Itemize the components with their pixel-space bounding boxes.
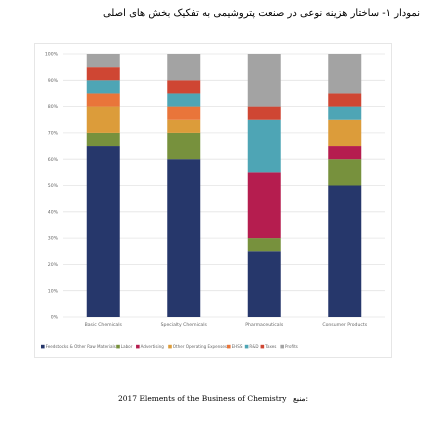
bar-segment — [328, 159, 362, 186]
bar-segment — [167, 159, 201, 317]
y-tick-label: 90% — [48, 78, 59, 84]
x-tick-label: Consumer Products — [322, 322, 367, 328]
legend-label: Other Operating Expenses — [173, 344, 227, 349]
bar-segment — [86, 132, 120, 147]
bar-segment — [167, 132, 201, 160]
y-tick-label: 100% — [45, 52, 59, 58]
bar-segment — [167, 54, 201, 81]
y-tick-label: 20% — [48, 262, 59, 268]
bar-segment — [247, 238, 281, 252]
bar-segment — [86, 54, 120, 68]
x-tick-label: Pharmaceuticals — [245, 322, 284, 328]
bar-segment — [247, 119, 281, 173]
bar-segment — [328, 119, 362, 147]
legend-swatch — [41, 344, 45, 349]
legend-label: Feedstocks & Other Raw Materials — [46, 344, 116, 349]
bar-segment — [328, 54, 362, 94]
bar-segment — [328, 106, 362, 120]
chart-title: نمودار ۱- ساختار هزینه نوعی در صنعت پترو… — [102, 8, 420, 19]
legend-label: Labor — [121, 344, 133, 349]
bar-segment — [86, 93, 120, 107]
x-tick-label: Basic Chemicals — [85, 322, 123, 328]
bar-segment — [167, 93, 201, 107]
bar-segment — [86, 106, 120, 133]
y-tick-label: 0% — [51, 315, 59, 321]
x-tick-label: Specialty Chemicals — [161, 322, 208, 328]
legend-swatch — [168, 344, 172, 349]
legend-label: EHSS — [232, 344, 243, 349]
y-tick-label: 70% — [48, 131, 59, 137]
bar-segment — [247, 172, 281, 239]
bar-segment — [328, 185, 362, 317]
bar-segment — [167, 106, 201, 120]
bar-segment — [86, 67, 120, 81]
legend-swatch — [116, 344, 120, 349]
bar-segment — [167, 80, 201, 94]
bar-segment — [86, 80, 120, 94]
legend-swatch — [227, 344, 231, 349]
bar-segment — [167, 119, 201, 133]
bar-segment — [247, 54, 281, 107]
y-tick-label: 60% — [48, 157, 59, 163]
legend-label: Advertising — [141, 344, 165, 349]
legend-label: R&D — [249, 344, 258, 349]
bar-segment — [247, 251, 281, 317]
chart-area: 0% 10% 20% 30% 40% 50% 60% 70% 80% 90% 100% Basic C… — [34, 43, 392, 358]
bar-segment — [247, 106, 281, 120]
stacked-bar-chart: 0% 10% 20% 30% 40% 50% 60% 70% 80% 90% 100% Basic C… — [41, 52, 385, 349]
bar-segment — [328, 93, 362, 107]
bar-segment — [328, 146, 362, 160]
legend-label: Taxes — [264, 344, 276, 349]
y-tick-label: 40% — [48, 209, 59, 215]
legend-swatch — [136, 344, 140, 349]
legend-swatch — [260, 344, 265, 349]
y-tick-label: 50% — [48, 183, 59, 189]
legend-swatch — [280, 344, 284, 349]
y-tick-label: 30% — [48, 236, 59, 242]
source-text: 2017 Elements of the Business of Chemist… — [117, 394, 287, 403]
legend-label: Profits — [285, 344, 298, 349]
bar-segment — [86, 146, 120, 317]
source-note: 2017 Elements of the Business of Chemist… — [0, 394, 426, 403]
y-tick-label: 10% — [48, 288, 59, 294]
y-tick-label: 80% — [48, 104, 59, 110]
legend-swatch — [244, 344, 249, 349]
source-label: منبع: — [292, 394, 309, 403]
